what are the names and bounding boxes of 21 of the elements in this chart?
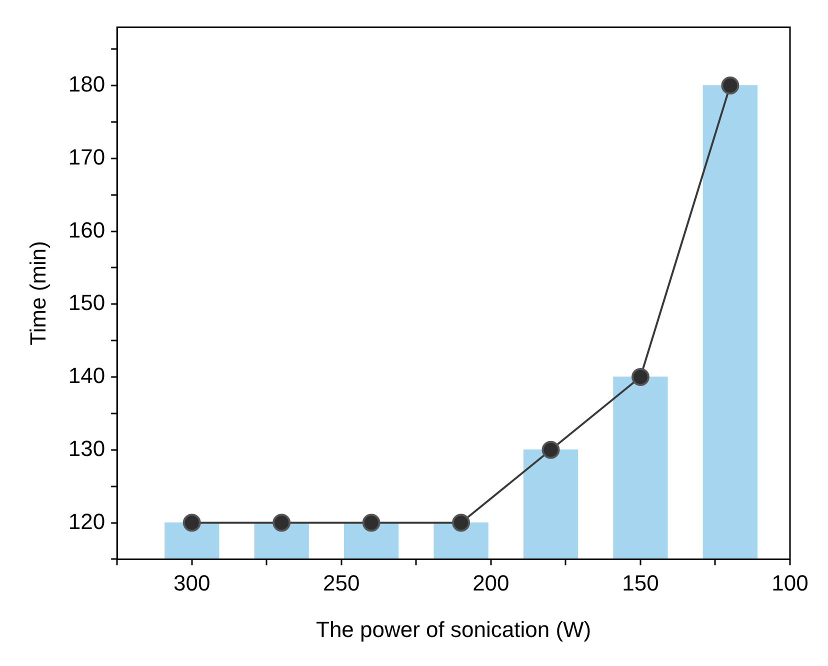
x-tick-label: 150 [622, 570, 659, 596]
y-tick-label: 170 [68, 144, 106, 170]
y-tick-label: 130 [68, 436, 106, 461]
point [362, 514, 380, 532]
point [631, 368, 650, 386]
y-tick-label: 140 [68, 363, 106, 388]
point [182, 514, 201, 532]
x-tick-label: 100 [772, 570, 808, 596]
point [721, 76, 740, 94]
y-axis-title: Time (min) [25, 241, 50, 346]
point [272, 514, 291, 532]
x-tick-label: 300 [174, 570, 210, 596]
x-axis-title: The power of sonication (W) [316, 616, 592, 642]
y-tick-label: 150 [68, 290, 106, 316]
point [452, 514, 470, 532]
y-tick-label: 160 [68, 217, 106, 242]
point [542, 440, 560, 459]
y-tick-label: 180 [68, 72, 106, 97]
x-tick-label: 200 [472, 570, 510, 596]
y-tick-label: 120 [68, 508, 106, 534]
x-tick-label: 250 [323, 570, 360, 596]
